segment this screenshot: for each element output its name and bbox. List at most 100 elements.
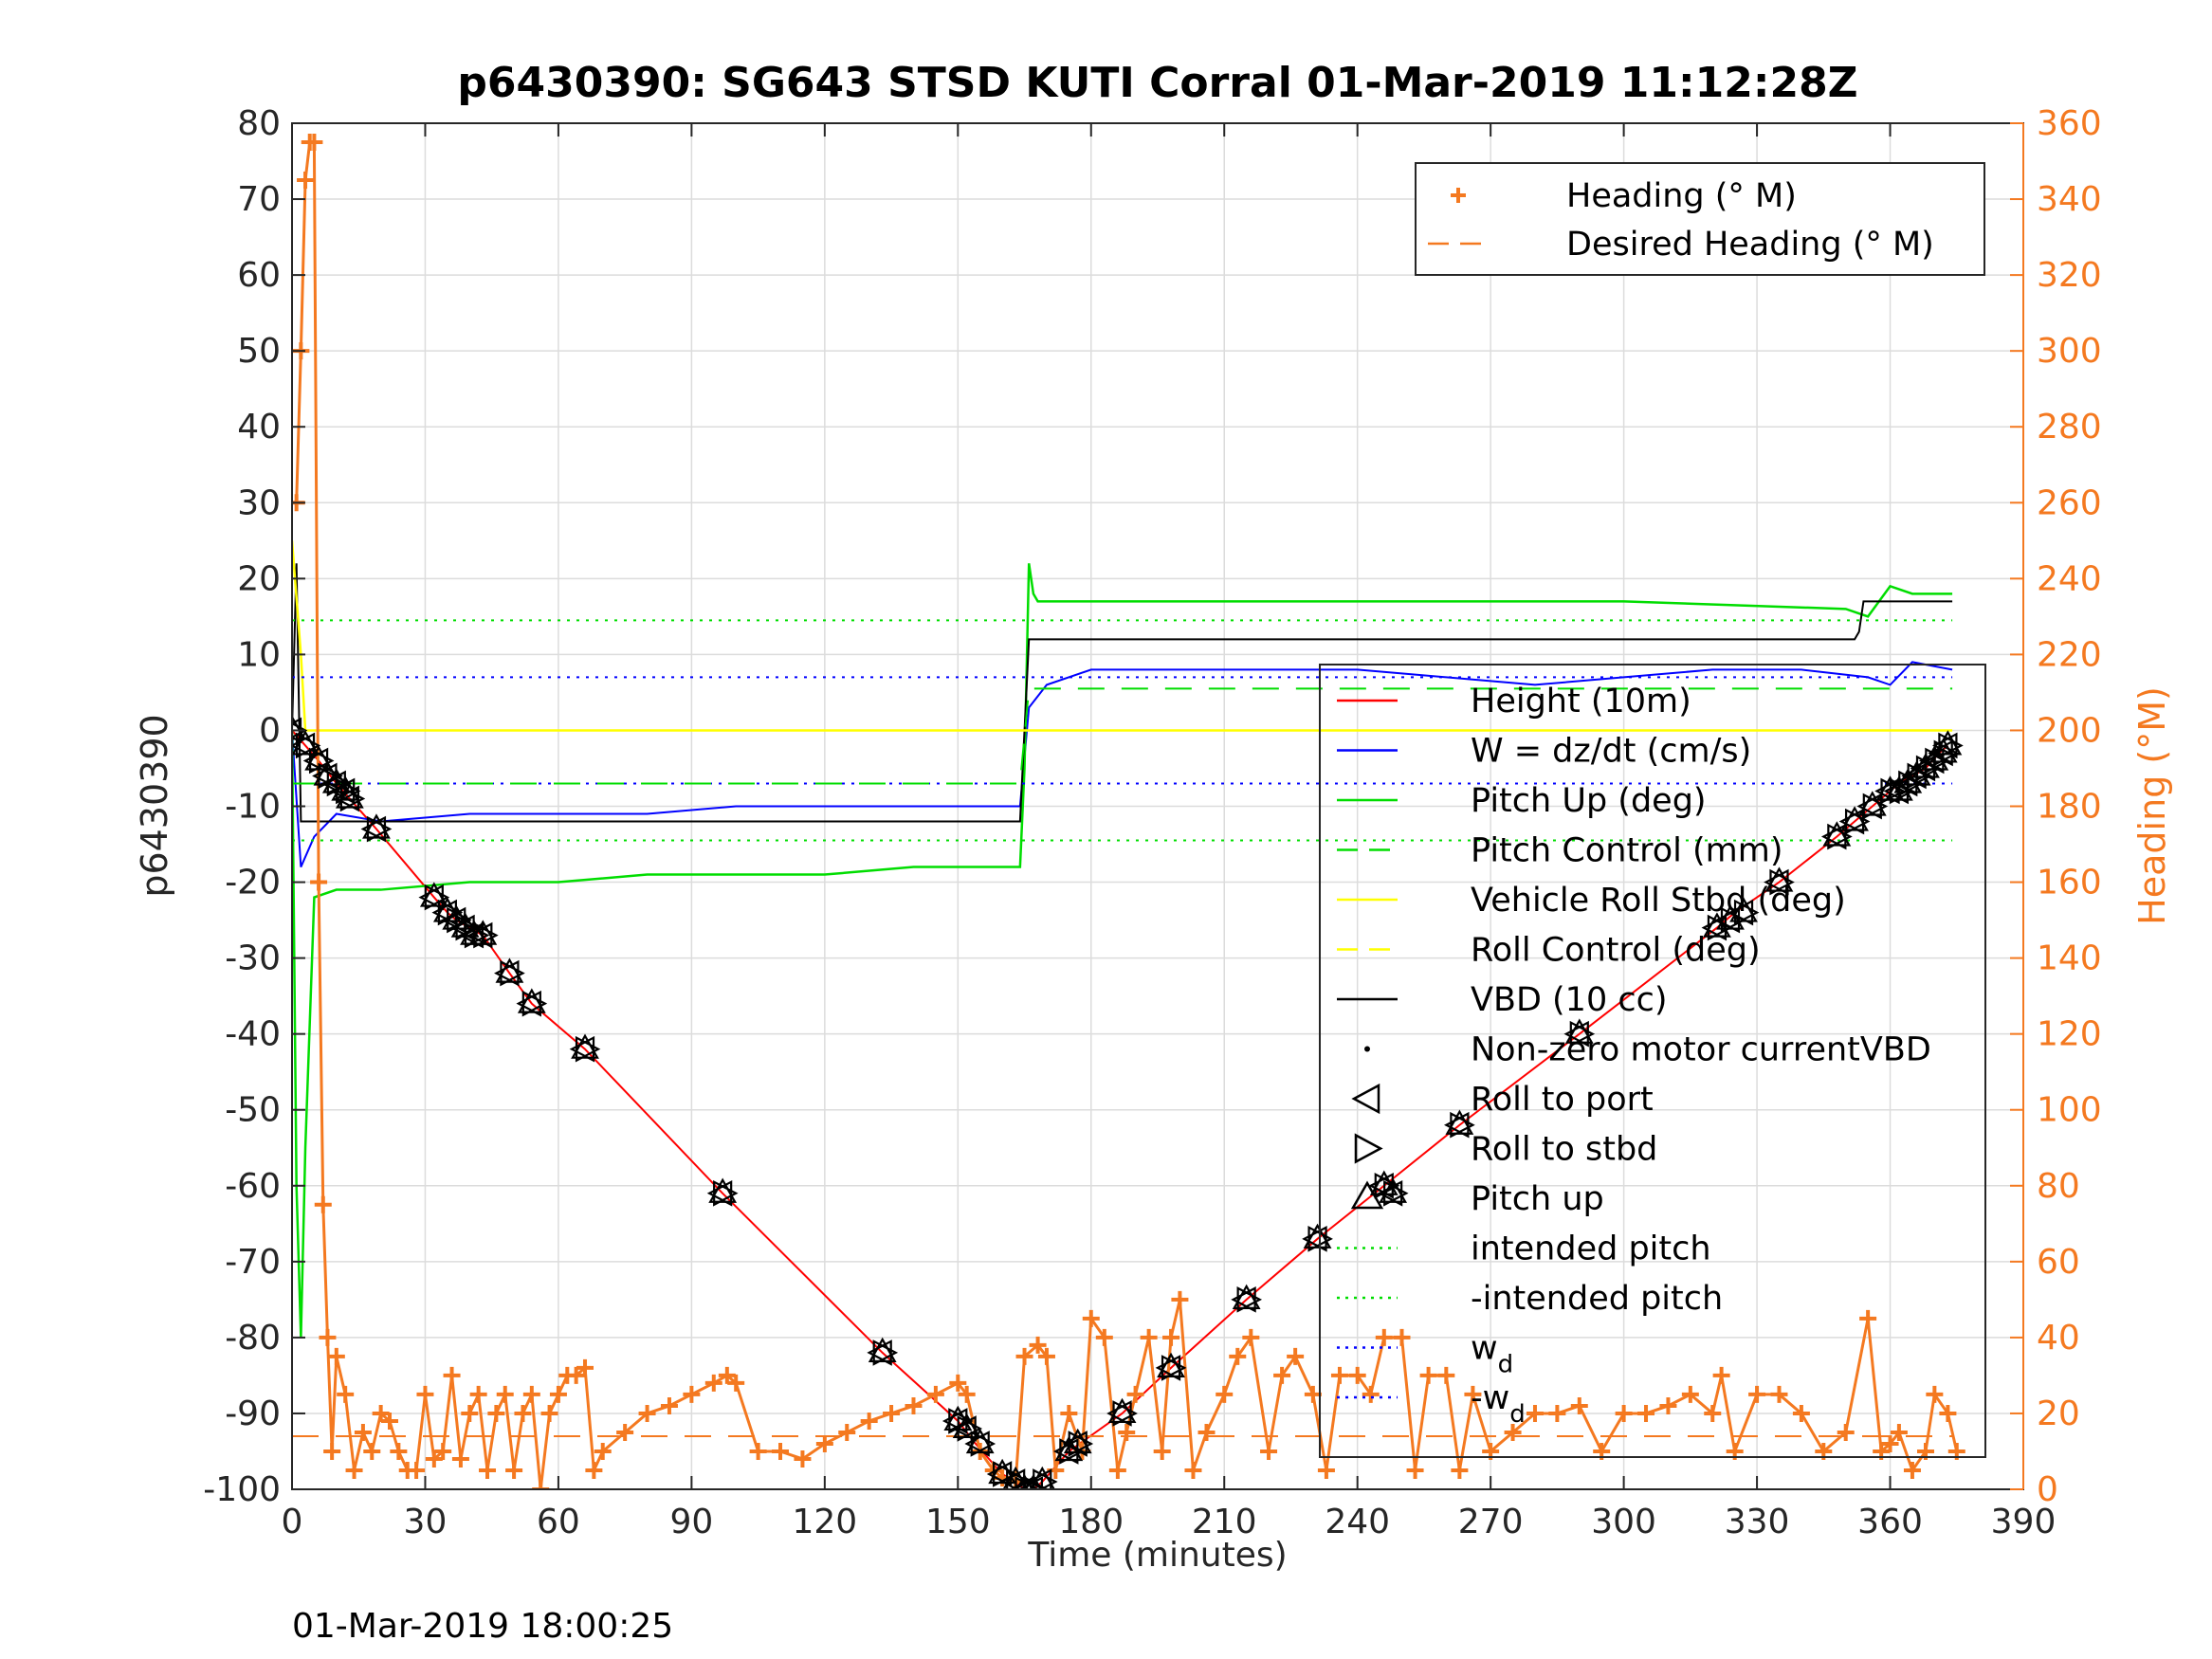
y-right-tick-label: 280 xyxy=(2037,408,2102,447)
legend-main-entry: Pitch up xyxy=(1350,1180,1604,1218)
pitch-roll-marker xyxy=(1563,1018,1596,1048)
y-right-ticks: 3603403203002802602402202001801601401201… xyxy=(2010,104,2102,1509)
legend-main-label: -intended pitch xyxy=(1471,1280,1723,1318)
legend-heading: Heading (° M) Desired Heading (° M) xyxy=(1415,162,1985,276)
x-tick-label: 270 xyxy=(1458,1503,1524,1541)
y-left-tick-label: -20 xyxy=(225,864,281,902)
y-right-tick-label: 0 xyxy=(2037,1470,2058,1509)
y-left-tick-label: -50 xyxy=(225,1091,281,1130)
series-line-1 xyxy=(292,661,1953,867)
y-left-tick-label: -40 xyxy=(225,1015,281,1054)
heading-line xyxy=(295,140,1959,1489)
pitch-roll-marker xyxy=(1026,1466,1058,1489)
pitch-roll-marker xyxy=(1231,1284,1263,1313)
y-right-tick-label: 340 xyxy=(2037,180,2102,219)
x-tick-label: 360 xyxy=(1857,1503,1923,1541)
x-tick-label: 180 xyxy=(1058,1503,1124,1541)
pitch-roll-marker xyxy=(1106,1397,1138,1427)
legend-main-label: intended pitch xyxy=(1471,1231,1711,1268)
legend-main-entry: Pitch Control (mm) xyxy=(1337,832,1782,870)
legend-main-label: Roll Control (deg) xyxy=(1471,932,1761,970)
pitch-roll-marker xyxy=(334,783,366,812)
pitch-roll-marker xyxy=(951,1413,983,1442)
x-tick-label: 390 xyxy=(1991,1503,2057,1541)
legend-main-entry: Vehicle Roll Stbd (deg) xyxy=(1337,882,1846,920)
y-right-tick-label: 60 xyxy=(2037,1243,2080,1282)
pitch-roll-marker xyxy=(516,988,548,1017)
legend-main-label: Pitch Control (mm) xyxy=(1471,832,1782,870)
y-right-tick-label: 80 xyxy=(2037,1167,2080,1206)
legend-main-label: Height (10m) xyxy=(1471,683,1691,720)
y-right-tick-label: 260 xyxy=(2037,483,2102,522)
x-tick-label: 330 xyxy=(1725,1503,1790,1541)
legend-main-entry: Roll to stbd xyxy=(1354,1131,1657,1169)
y-right-tick-label: 320 xyxy=(2037,256,2102,295)
legend-heading-entry: Desired Heading (° M) xyxy=(1428,226,1934,264)
y-right-tick-label: 240 xyxy=(2037,559,2102,598)
y-right-tick-label: 360 xyxy=(2037,104,2102,143)
y-right-tick-label: 220 xyxy=(2037,635,2102,674)
x-tick-label: 150 xyxy=(925,1503,991,1541)
legend-main-label: Roll to stbd xyxy=(1471,1131,1657,1169)
pitch-roll-marker xyxy=(569,1033,601,1063)
pitch-roll-marker xyxy=(1377,1177,1409,1207)
x-tick-label: 120 xyxy=(792,1503,857,1541)
legend-main-label: VBD (10 cc) xyxy=(1471,981,1668,1019)
series-heading-markers xyxy=(292,134,1965,1489)
pitch-roll-marker xyxy=(867,1337,899,1366)
x-axis-label: Time (minutes) xyxy=(1027,1536,1287,1575)
legend-main-entry: -intended pitch xyxy=(1337,1280,1723,1318)
y-right-tick-label: 160 xyxy=(2037,864,2102,902)
y-left-tick-label: -30 xyxy=(225,939,281,978)
y-right-tick-label: 180 xyxy=(2037,788,2102,827)
pitch-roll-marker xyxy=(1155,1352,1187,1381)
legend-main-entry: VBD (10 cc) xyxy=(1337,981,1668,1019)
markers-layer xyxy=(292,715,1964,1489)
x-tick-label: 210 xyxy=(1192,1503,1257,1541)
pitch-roll-marker xyxy=(292,730,321,759)
legend-main-entry: Pitch Up (deg) xyxy=(1337,782,1707,820)
series-line-4 xyxy=(292,540,1953,732)
legend-heading-label: Heading (° M) xyxy=(1566,177,1797,215)
y-left-tick-label: -60 xyxy=(225,1167,281,1206)
legend-main-label: Vehicle Roll Stbd (deg) xyxy=(1471,882,1846,920)
y-left-tick-label: 10 xyxy=(237,635,281,674)
legend-main-entry: Height (10m) xyxy=(1337,683,1691,720)
y-right-axis-label: Heading (°M) xyxy=(2131,686,2173,925)
legend-heading-entry: Heading (° M) xyxy=(1451,177,1797,215)
x-tick-label: 30 xyxy=(404,1503,448,1541)
y-left-tick-label: -80 xyxy=(225,1319,281,1358)
y-left-tick-label: 30 xyxy=(237,483,281,522)
y-left-tick-label: 70 xyxy=(237,180,281,219)
series-line-9 xyxy=(292,687,1953,785)
legend-main: Height (10m) W = dz/dt (cm/s) Pitch Up (de… xyxy=(1319,664,1986,1458)
y-left-tick-label: -90 xyxy=(225,1395,281,1433)
y-left-ticks: 80 70 60 50 40 30 20 10 0 -10 -20 -30 -40 -50 -60 -70 -8… xyxy=(203,104,305,1509)
chart-title: p6430390: SG643 STSD KUTI Corral 01-Mar-… xyxy=(457,59,1857,107)
legend-heading-label: Desired Heading (° M) xyxy=(1566,226,1934,264)
y-left-tick-label: -70 xyxy=(225,1243,281,1282)
y-left-tick-label: 40 xyxy=(237,408,281,447)
y-left-tick-label: 0 xyxy=(259,711,281,750)
x-tick-label: 300 xyxy=(1591,1503,1656,1541)
footer-timestamp: 01-Mar-2019 18:00:25 xyxy=(292,1607,674,1646)
pitch-roll-marker xyxy=(1838,806,1871,835)
legend-main-entry: W = dz/dt (cm/s) xyxy=(1337,733,1751,771)
x-tick-label: 0 xyxy=(282,1503,303,1541)
y-right-tick-label: 300 xyxy=(2037,332,2102,371)
pitch-roll-marker xyxy=(1728,897,1760,926)
y-left-tick-label: 60 xyxy=(237,256,281,295)
y-left-tick-label: 80 xyxy=(237,104,281,143)
y-left-axis-label: p6430390 xyxy=(134,714,175,897)
legend-main-entry: Roll Control (deg) xyxy=(1337,932,1761,970)
pitch-roll-marker xyxy=(1444,1109,1475,1139)
legend-main-entry: intended pitch xyxy=(1337,1231,1711,1268)
pitch-roll-marker xyxy=(706,1177,739,1207)
legend-main-label: W = dz/dt (cm/s) xyxy=(1471,733,1751,771)
pitch-roll-marker xyxy=(1932,730,1964,759)
legend-main-label: Roll to port xyxy=(1471,1081,1654,1119)
x-ticks: 0 30 60 90 120 150 180 210 240 270 300 330 360 390 xyxy=(282,123,2057,1541)
legend-main-label: Non-zero motor currentVBD xyxy=(1471,1031,1931,1069)
y-right-tick-label: 120 xyxy=(2037,1015,2102,1054)
